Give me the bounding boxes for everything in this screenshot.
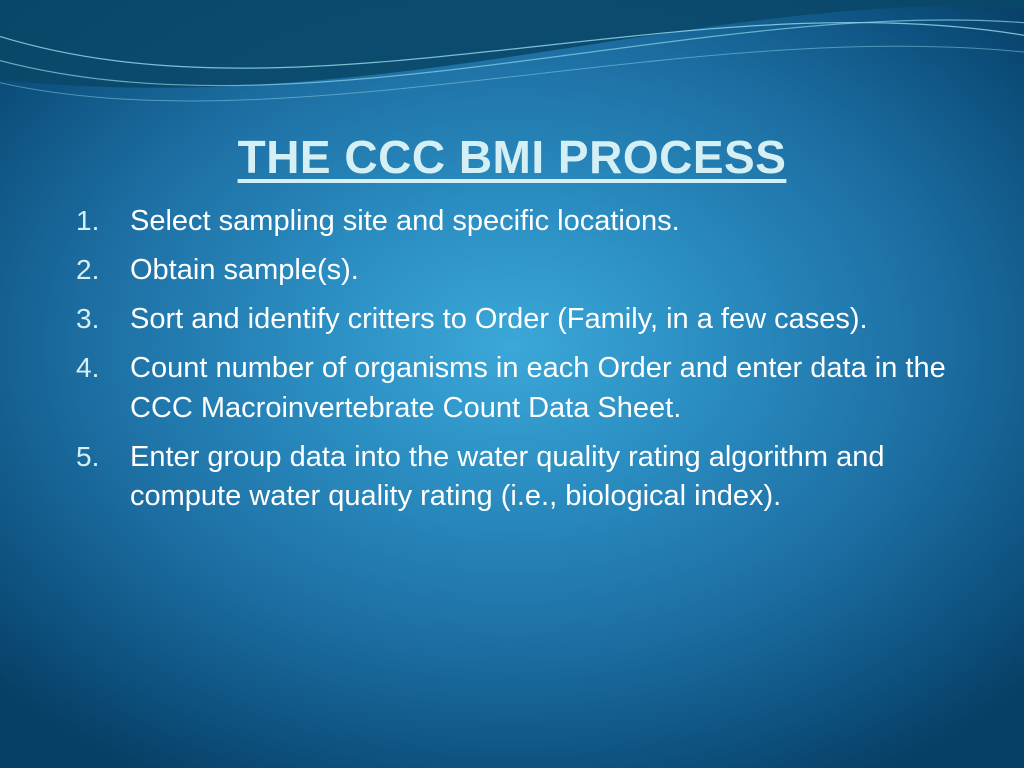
list-item: Count number of organisms in each Order … — [70, 349, 954, 427]
process-list: Select sampling site and specific locati… — [70, 202, 954, 516]
slide: THE CCC BMI PROCESS Select sampling site… — [0, 0, 1024, 768]
content-area: THE CCC BMI PROCESS Select sampling site… — [0, 130, 1024, 526]
slide-title: THE CCC BMI PROCESS — [70, 130, 954, 184]
list-item: Enter group data into the water quality … — [70, 438, 954, 516]
list-item: Sort and identify critters to Order (Fam… — [70, 300, 954, 339]
list-item: Obtain sample(s). — [70, 251, 954, 290]
list-item: Select sampling site and specific locati… — [70, 202, 954, 241]
